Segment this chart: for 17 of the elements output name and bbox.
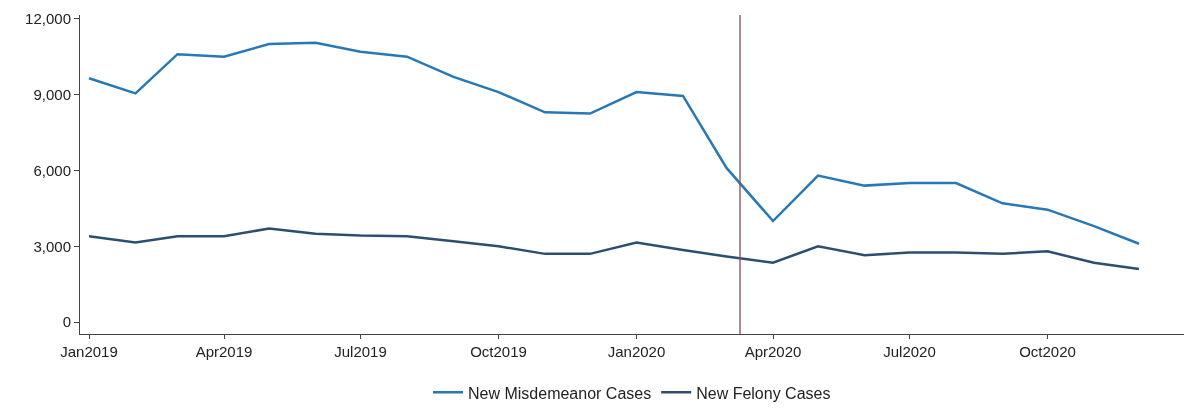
x-tick-label: Apr2019 (195, 343, 253, 360)
y-tick-label: 0 (62, 313, 71, 331)
x-tick-label: Oct2019 (470, 343, 527, 360)
y-tick-label: 3,000 (33, 237, 71, 255)
y-tick-label: 9,000 (33, 85, 71, 103)
line-series (87, 41, 1141, 246)
y-tick-label: 6,000 (33, 161, 71, 179)
x-tick-label: Apr2020 (744, 343, 802, 360)
legend-label: New Misdemeanor Cases (468, 384, 652, 402)
legend-label: New Felony Cases (696, 384, 831, 402)
x-tick-label: Oct2020 (1019, 343, 1076, 360)
x-tick-label: Jul2019 (334, 343, 387, 360)
x-tick-label: Jan2020 (607, 343, 666, 360)
y-tick-label: 12,000 (25, 10, 71, 28)
x-tick-label: Jan2019 (60, 343, 118, 360)
line-series (87, 227, 1141, 271)
x-tick-label: Jul2020 (883, 343, 936, 360)
